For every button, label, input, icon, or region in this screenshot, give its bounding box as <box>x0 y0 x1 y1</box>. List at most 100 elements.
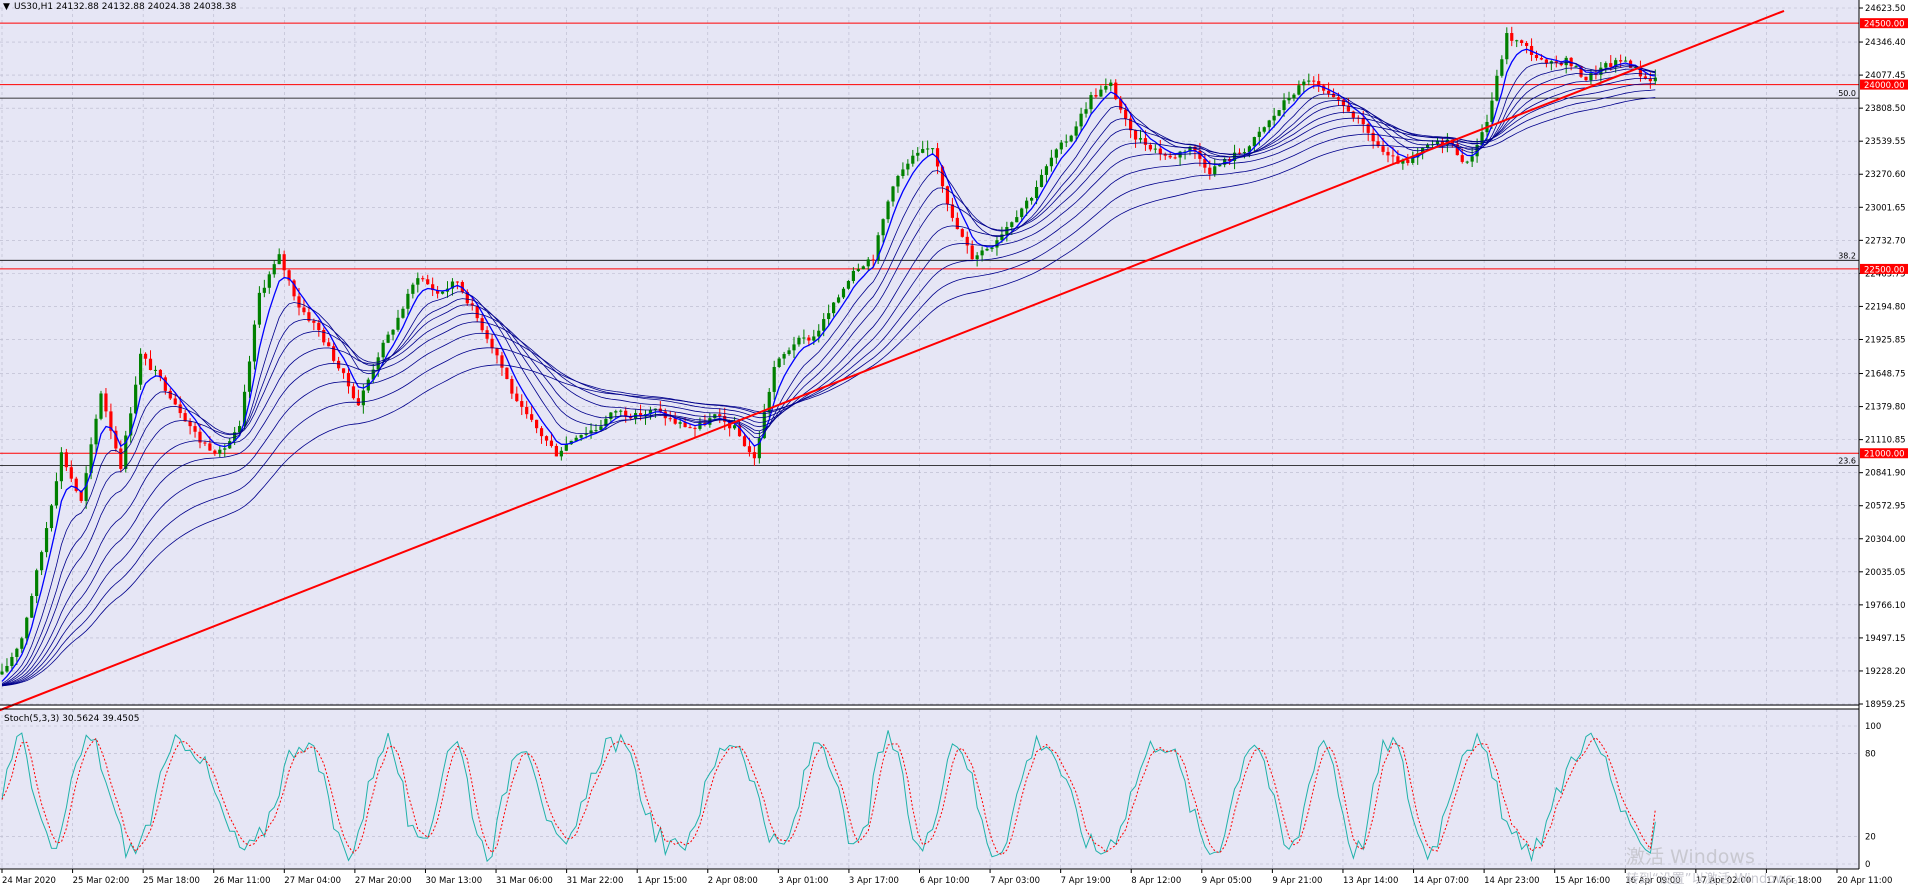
candle-body <box>307 312 311 321</box>
time-tick-label: 2 Apr 08:00 <box>708 876 758 886</box>
grid-lines <box>0 7 1859 869</box>
price-tick-label: 22463.75 <box>1865 269 1906 279</box>
candle-body <box>0 671 4 675</box>
menu-arrow-icon[interactable]: ▼ <box>3 2 10 12</box>
candle-body <box>544 436 549 441</box>
candle-body <box>549 440 554 446</box>
candle-body <box>1025 200 1029 209</box>
candle-body <box>99 393 103 419</box>
candle-body <box>1475 145 1479 157</box>
candle-body <box>1346 105 1350 112</box>
candle-body <box>198 431 202 443</box>
candle-body <box>396 317 400 330</box>
candle-body <box>233 432 237 442</box>
candle-body <box>1000 234 1004 241</box>
candle-body <box>653 408 657 411</box>
candle-body <box>1074 126 1078 136</box>
stochastic-tick-label: 100 <box>1865 722 1881 732</box>
candle-body <box>1064 141 1068 143</box>
candle-body <box>931 148 935 150</box>
candle-body <box>1163 154 1167 156</box>
time-tick-label: 13 Apr 14:00 <box>1343 876 1398 886</box>
candle-body <box>1015 217 1019 223</box>
candle-body <box>450 281 455 289</box>
candle-body <box>1525 43 1529 46</box>
time-tick-label: 14 Apr 23:00 <box>1484 876 1539 886</box>
candle-body <box>1426 144 1430 148</box>
chart-header: ▼ US30,H1 24132.88 24132.88 24024.38 240… <box>3 2 237 724</box>
candle-body <box>371 369 375 380</box>
candle-body <box>876 235 880 261</box>
price-tick-label: 20572.95 <box>1865 502 1906 512</box>
price-tick-label: 21110.85 <box>1865 436 1906 446</box>
candle-body <box>1148 144 1152 150</box>
candle-body <box>1619 60 1623 62</box>
candle-body <box>1084 109 1088 114</box>
candle-body <box>861 266 865 270</box>
candle-body <box>683 422 687 428</box>
moving-average-line <box>1 48 1656 682</box>
price-level-marker <box>1860 448 1908 459</box>
time-tick-label: 15 Apr 16:00 <box>1555 876 1610 886</box>
candle-body <box>723 416 727 422</box>
trendline[interactable] <box>0 9 1785 748</box>
candle-body <box>520 401 524 407</box>
candle-body <box>1604 63 1608 68</box>
candle-body <box>787 350 791 355</box>
candle-body <box>1054 149 1058 158</box>
price-tick-label: 21379.80 <box>1865 403 1906 413</box>
candle-body <box>1094 95 1098 97</box>
candle-body <box>1252 137 1256 147</box>
time-tick-label: 8 Apr 12:00 <box>1131 876 1181 886</box>
stochastic-tick-label: 80 <box>1865 750 1876 760</box>
candle-body <box>614 411 618 413</box>
candle-body <box>1455 144 1459 156</box>
candle-body <box>124 435 128 469</box>
candle-body <box>955 217 959 230</box>
moving-average-line <box>1 66 1656 685</box>
candle-body <box>777 358 781 367</box>
price-tick-label: 23270.60 <box>1865 170 1906 180</box>
price-tick-label: 20841.90 <box>1865 469 1906 479</box>
candle-body <box>757 438 761 459</box>
candle-body <box>242 391 247 427</box>
candle-body <box>1133 130 1138 140</box>
candle-body <box>1198 150 1202 159</box>
candle-body <box>59 452 63 482</box>
candle-body <box>1020 208 1024 218</box>
candle-body <box>1188 146 1192 152</box>
candle-body <box>1480 132 1484 146</box>
time-tick-label: 20 Apr 11:00 <box>1837 876 1892 886</box>
candle-body <box>282 254 286 271</box>
candle-body <box>238 426 242 433</box>
stochastic-subwindow[interactable] <box>0 709 1859 869</box>
candle-body <box>351 386 356 399</box>
price-axis-panel <box>1859 0 1909 891</box>
candle-body <box>213 450 217 454</box>
candle-body <box>297 296 301 308</box>
fibonacci-label: 50.0 <box>1838 89 1856 98</box>
candle-body <box>841 288 846 298</box>
price-level-label: 21000.00 <box>1864 450 1905 460</box>
candle-body <box>431 284 435 291</box>
candle-body <box>802 337 806 339</box>
candle-body <box>995 240 999 248</box>
candle-body <box>287 270 291 281</box>
price-tick-label: 24623.50 <box>1865 4 1906 14</box>
candle-body <box>1272 115 1276 121</box>
candle-body <box>178 404 182 414</box>
candle-body <box>742 436 747 447</box>
stochastic-tick-label: 20 <box>1865 832 1876 842</box>
candle-body <box>143 353 148 359</box>
candle-body <box>1158 148 1162 155</box>
candle-body <box>856 269 860 271</box>
price-tick-label: 19497.15 <box>1865 634 1906 644</box>
candle-body <box>609 412 613 419</box>
horizontal-levels: 50.0 38.2 23.6 <box>0 22 1859 466</box>
candle-body <box>1589 73 1593 81</box>
time-tick-label: 9 Apr 21:00 <box>1272 876 1322 886</box>
candle-body <box>5 665 9 672</box>
candle-body <box>1391 155 1395 157</box>
trendline-line <box>0 9 1785 712</box>
